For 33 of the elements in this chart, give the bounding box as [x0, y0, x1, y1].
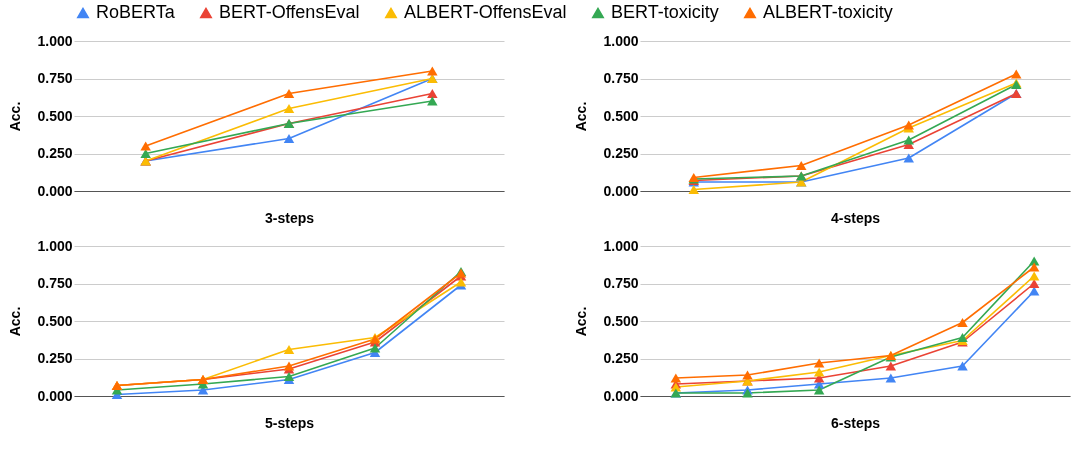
y-axis-title: Acc.: [7, 101, 24, 132]
y-tick-label: 0.250: [37, 350, 73, 366]
y-tick-label: 0.000: [603, 387, 639, 404]
y-tick-label: 1.000: [603, 237, 639, 254]
legend-label: ALBERT-toxicity: [763, 2, 893, 22]
y-tick-label: 0.250: [603, 350, 639, 366]
legend-label: BERT-OffensEval: [219, 2, 360, 22]
y-tick-label: 0.250: [37, 145, 73, 161]
x-axis-title: 4-steps: [830, 209, 881, 226]
y-tick-label: 0.000: [603, 182, 639, 199]
y-axis-title: Acc.: [573, 101, 590, 132]
x-axis-title: 5-steps: [264, 414, 315, 431]
y-tick-label: 0.250: [603, 145, 639, 161]
y-axis-title: Acc.: [573, 306, 590, 337]
legend-label: BERT-toxicity: [611, 2, 719, 22]
y-tick-label: 0.750: [37, 275, 73, 291]
y-tick-label: 0.500: [603, 107, 639, 124]
y-tick-label: 0.500: [603, 312, 639, 329]
y-tick-label: 0.000: [37, 182, 73, 199]
y-tick-label: 0.500: [37, 312, 73, 329]
x-axis-title: 3-steps: [264, 209, 315, 226]
x-axis-title: 6-steps: [830, 414, 881, 431]
y-tick-label: 0.750: [37, 70, 73, 86]
y-axis-title: Acc.: [7, 306, 24, 337]
y-tick-label: 0.500: [37, 107, 73, 124]
y-tick-label: 1.000: [37, 237, 73, 254]
legend-label: RoBERTa: [96, 2, 176, 22]
y-tick-label: 0.750: [603, 70, 639, 86]
y-tick-label: 1.000: [37, 32, 73, 49]
y-tick-label: 1.000: [603, 32, 639, 49]
y-tick-label: 0.750: [603, 275, 639, 291]
y-tick-label: 0.000: [37, 387, 73, 404]
legend-label: ALBERT-OffensEval: [404, 2, 567, 22]
